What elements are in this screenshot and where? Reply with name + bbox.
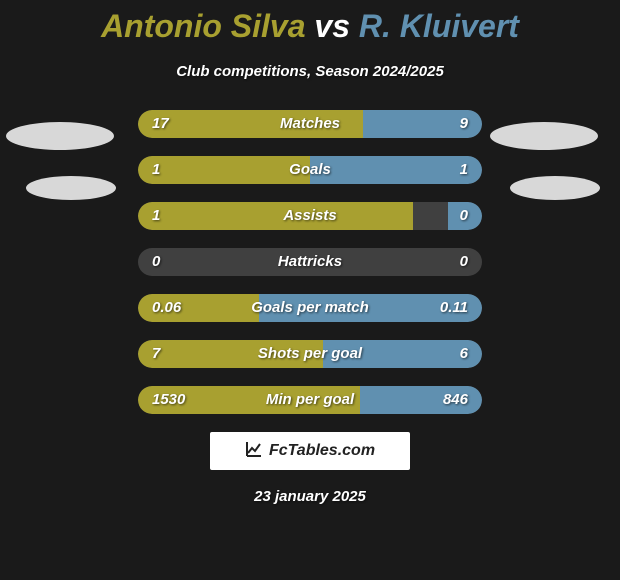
date-text: 23 january 2025	[0, 488, 620, 505]
stat-value-player1: 7	[152, 340, 160, 368]
stat-label: Assists	[138, 202, 482, 230]
player1-photo-placeholder-top	[6, 122, 114, 150]
stat-value-player2: 846	[443, 386, 468, 414]
chart-icon	[245, 440, 263, 463]
stat-row: Goals1 1	[138, 156, 482, 184]
player2-photo-placeholder-top	[490, 122, 598, 150]
stat-value-player2: 0.11	[440, 294, 468, 322]
stat-value-player2: 0	[460, 248, 468, 276]
player2-name: R. Kluivert	[359, 8, 519, 44]
stat-label: Goals	[138, 156, 482, 184]
stat-label: Goals per match	[138, 294, 482, 322]
stat-value-player1: 0.06	[152, 294, 181, 322]
stat-value-player2: 9	[460, 110, 468, 138]
title: Antonio Silva vs R. Kluivert	[0, 8, 620, 45]
stat-row: Hattricks0 0	[138, 248, 482, 276]
stat-label: Shots per goal	[138, 340, 482, 368]
vs-text: vs	[314, 8, 350, 44]
fctables-logo[interactable]: FcTables.com	[210, 432, 410, 470]
stat-label: Matches	[138, 110, 482, 138]
player2-photo-placeholder-bottom	[510, 176, 600, 200]
stat-value-player2: 0	[460, 202, 468, 230]
stat-value-player1: 1	[152, 202, 160, 230]
subtitle: Club competitions, Season 2024/2025	[0, 63, 620, 80]
logo-text: FcTables.com	[269, 442, 375, 460]
stat-row: Min per goal1530 846	[138, 386, 482, 414]
stat-value-player2: 6	[460, 340, 468, 368]
stat-label: Hattricks	[138, 248, 482, 276]
stat-row: Goals per match0.06 0.11	[138, 294, 482, 322]
stat-row: Shots per goal7 6	[138, 340, 482, 368]
stat-label: Min per goal	[138, 386, 482, 414]
stat-row: Assists1 0	[138, 202, 482, 230]
stats-list: Matches179Goals11Assists10Hattricks00Goa…	[138, 110, 482, 414]
player1-photo-placeholder-bottom	[26, 176, 116, 200]
stat-value-player1: 0	[152, 248, 160, 276]
stat-value-player1: 1530	[152, 386, 185, 414]
player1-name: Antonio Silva	[101, 8, 305, 44]
stat-row: Matches17 9	[138, 110, 482, 138]
comparison-widget: Antonio Silva vs R. Kluivert Club compet…	[0, 0, 620, 580]
stat-value-player2: 1	[460, 156, 468, 184]
stat-value-player1: 17	[152, 110, 169, 138]
stat-value-player1: 1	[152, 156, 160, 184]
